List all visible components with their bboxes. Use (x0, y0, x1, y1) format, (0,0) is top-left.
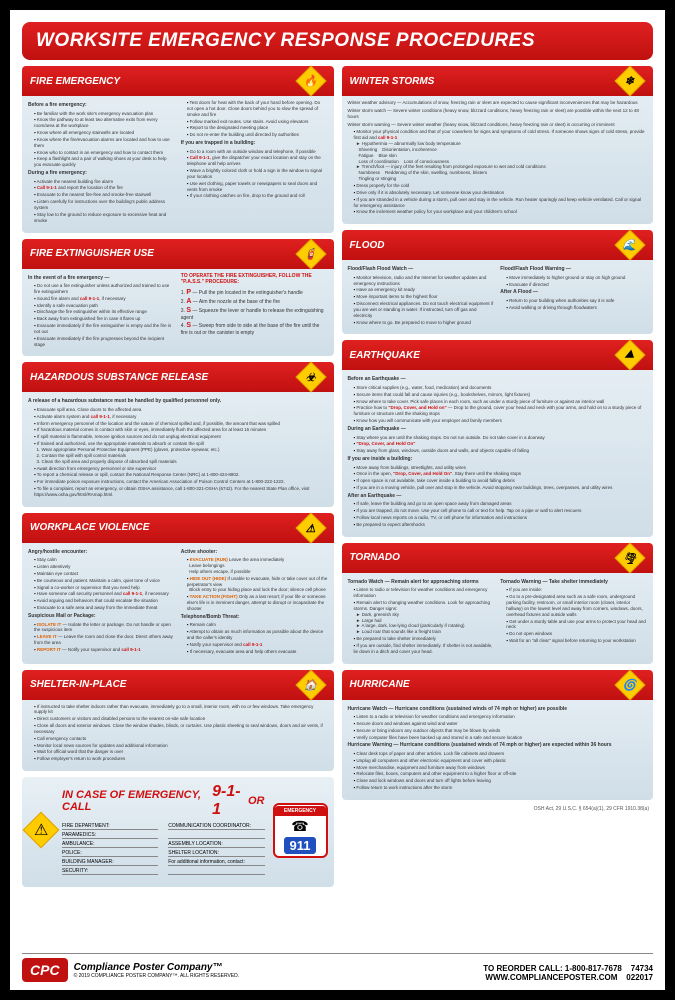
footer-left: CPC Compliance Poster Company™ © 2019 CO… (22, 958, 239, 982)
hazard-icon: 🔥 (295, 65, 326, 96)
hazard-icon: 🌪 (614, 542, 645, 573)
hazard-icon: 🌊 (614, 230, 645, 261)
section: FLOOD🌊Flood/Flash Flood Watch —Monitor t… (342, 230, 654, 334)
section-header: TORNADO🌪 (342, 543, 654, 573)
footer-code2: 022017 (626, 973, 653, 982)
section: WORKPLACE VIOLENCE⚠Angry/hostile encount… (22, 513, 334, 664)
section-header: HURRICANE🌀 (342, 670, 654, 700)
section-header: WINTER STORMS❄ (342, 66, 654, 96)
section: EARTHQUAKE⛰Before an Earthquake —Store c… (342, 340, 654, 536)
footer-copyright: © 2019 COMPLIANCE POSTER COMPANY™. ALL R… (74, 973, 240, 979)
citation: OSH Act, 29 U.S.C. § 654(a)(1), 29 CFR 1… (342, 806, 654, 812)
section-header: HAZARDOUS SUBSTANCE RELEASE☣ (22, 362, 334, 392)
cpc-logo: CPC (22, 958, 68, 982)
section-header: FLOOD🌊 (342, 230, 654, 260)
911-badge: EMERGENCY☎911 (273, 803, 328, 858)
section: FIRE EMERGENCY🔥Before a fire emergency:B… (22, 66, 334, 233)
left-column: FIRE EMERGENCY🔥Before a fire emergency:B… (22, 66, 334, 893)
hazard-icon: 🌀 (614, 669, 645, 700)
hazard-icon: ❄ (614, 65, 645, 96)
footer-reorder: TO REORDER CALL: 1-800-817-7678 (483, 964, 622, 973)
section-header: EARTHQUAKE⛰ (342, 340, 654, 370)
section-header: WORKPLACE VIOLENCE⚠ (22, 513, 334, 543)
section: TORNADO🌪Tornado Watch — Remain alert for… (342, 543, 654, 664)
hazard-icon: ⚠ (295, 512, 326, 543)
hazard-icon: ☣ (295, 362, 326, 393)
emergency-call-text: IN CASE OF EMERGENCY, CALL 9-1-1 OR (62, 783, 265, 819)
section: WINTER STORMS❄Winter weather advisory — … (342, 66, 654, 224)
hazard-icon: 🧯 (295, 238, 326, 269)
columns: FIRE EMERGENCY🔥Before a fire emergency:B… (22, 66, 653, 893)
hazard-icon: ⛰ (614, 340, 645, 371)
section: HAZARDOUS SUBSTANCE RELEASE☣A release of… (22, 362, 334, 506)
section-header: FIRE EMERGENCY🔥 (22, 66, 334, 96)
hazard-icon: 🏠 (295, 669, 326, 700)
footer-code1: 74734 (631, 964, 653, 973)
contact-lines: FIRE DEPARTMENT:COMMUNICATION COORDINATO… (62, 823, 265, 875)
footer: CPC Compliance Poster Company™ © 2019 CO… (22, 953, 653, 982)
warning-icon: ⚠ (23, 812, 60, 849)
footer-company: Compliance Poster Company™ (74, 962, 240, 973)
footer-company-block: Compliance Poster Company™ © 2019 COMPLI… (74, 962, 240, 979)
poster: WORKSITE EMERGENCY RESPONSE PROCEDURES F… (10, 10, 665, 990)
section-header: FIRE EXTINGUISHER USE🧯 (22, 239, 334, 269)
section: SHELTER-IN-PLACE🏠If instructed to take s… (22, 670, 334, 772)
right-column: WINTER STORMS❄Winter weather advisory — … (342, 66, 654, 893)
main-title: WORKSITE EMERGENCY RESPONSE PROCEDURES (22, 22, 653, 60)
emergency-section: ⚠IN CASE OF EMERGENCY, CALL 9-1-1 OR FIRE… (22, 777, 334, 887)
footer-web: WWW.COMPLIANCEPOSTER.COM (485, 973, 617, 982)
section-header: SHELTER-IN-PLACE🏠 (22, 670, 334, 700)
section: FIRE EXTINGUISHER USE🧯In the event of a … (22, 239, 334, 357)
footer-right: TO REORDER CALL: 1-800-817-7678 74734 WW… (483, 964, 653, 982)
section: HURRICANE🌀Hurricane Watch — Hurricane co… (342, 670, 654, 800)
